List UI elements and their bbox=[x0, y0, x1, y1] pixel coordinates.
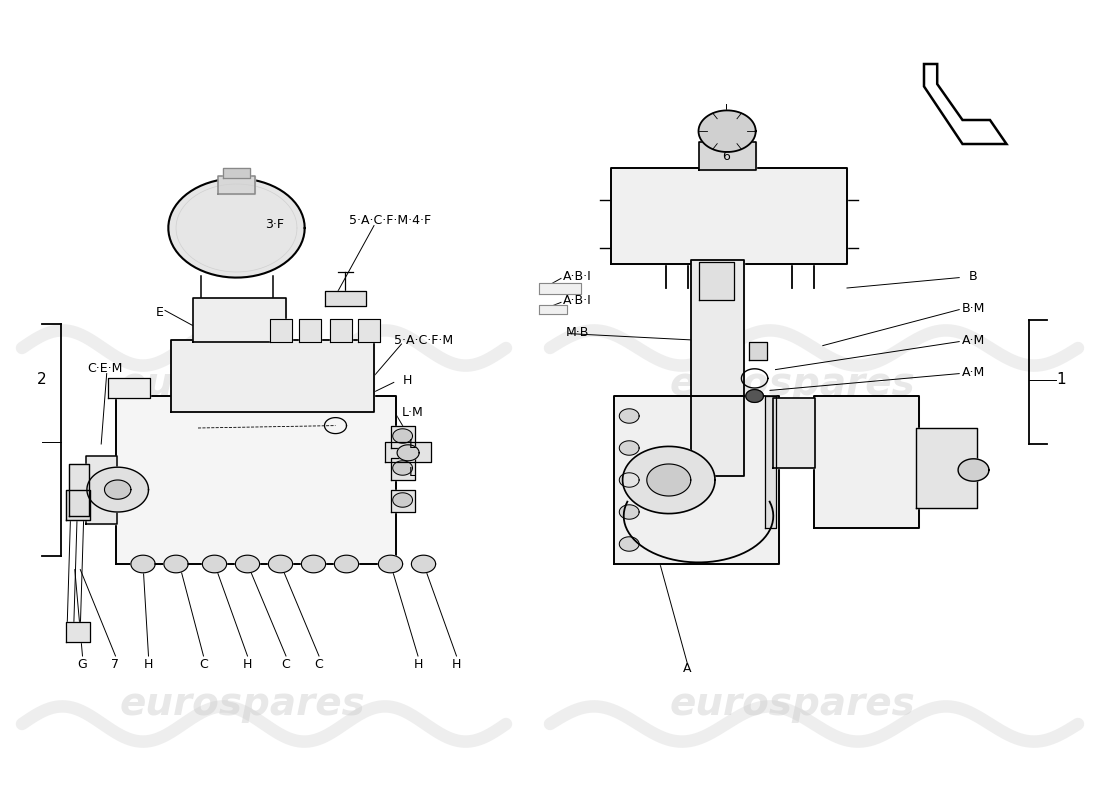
Polygon shape bbox=[69, 464, 89, 516]
Polygon shape bbox=[958, 459, 989, 481]
Polygon shape bbox=[358, 319, 379, 342]
Text: 5·A·C·F·M·4·F: 5·A·C·F·M·4·F bbox=[350, 214, 431, 226]
Polygon shape bbox=[393, 461, 412, 475]
Polygon shape bbox=[131, 555, 155, 573]
Polygon shape bbox=[66, 490, 90, 520]
Polygon shape bbox=[764, 396, 776, 528]
Polygon shape bbox=[223, 168, 250, 178]
Text: eurospares: eurospares bbox=[669, 685, 915, 723]
Text: E: E bbox=[155, 306, 164, 318]
Polygon shape bbox=[334, 555, 359, 573]
Polygon shape bbox=[610, 168, 847, 264]
Polygon shape bbox=[218, 176, 255, 194]
Polygon shape bbox=[623, 446, 715, 514]
Polygon shape bbox=[916, 428, 977, 508]
Polygon shape bbox=[397, 445, 419, 461]
Text: L: L bbox=[409, 466, 416, 478]
Text: C: C bbox=[199, 658, 208, 670]
Text: 2: 2 bbox=[37, 373, 46, 387]
Text: 6: 6 bbox=[722, 150, 730, 162]
Text: A·B·I: A·B·I bbox=[563, 270, 592, 282]
Text: 1: 1 bbox=[1057, 373, 1066, 387]
Text: H: H bbox=[144, 658, 153, 670]
Polygon shape bbox=[619, 505, 639, 519]
Polygon shape bbox=[619, 473, 639, 487]
Polygon shape bbox=[87, 467, 148, 512]
Polygon shape bbox=[393, 493, 412, 507]
Polygon shape bbox=[390, 490, 415, 512]
Polygon shape bbox=[393, 429, 412, 443]
Text: H: H bbox=[414, 658, 422, 670]
Polygon shape bbox=[66, 622, 90, 642]
Polygon shape bbox=[108, 378, 150, 398]
Polygon shape bbox=[192, 298, 286, 342]
Text: G: G bbox=[78, 658, 87, 670]
Polygon shape bbox=[235, 555, 260, 573]
Text: C: C bbox=[315, 658, 323, 670]
Polygon shape bbox=[814, 396, 918, 528]
Text: H: H bbox=[403, 374, 411, 386]
Text: eurospares: eurospares bbox=[119, 365, 365, 403]
Text: L: L bbox=[409, 438, 416, 450]
Polygon shape bbox=[378, 555, 403, 573]
Polygon shape bbox=[924, 64, 1007, 144]
Polygon shape bbox=[86, 456, 117, 524]
Polygon shape bbox=[698, 110, 756, 152]
Polygon shape bbox=[268, 555, 293, 573]
Polygon shape bbox=[698, 142, 756, 170]
Text: eurospares: eurospares bbox=[119, 685, 365, 723]
Text: B: B bbox=[969, 270, 978, 282]
Text: C·E·M: C·E·M bbox=[87, 362, 122, 374]
Text: M·B: M·B bbox=[565, 326, 590, 338]
Text: L·M: L·M bbox=[402, 406, 424, 418]
Polygon shape bbox=[299, 319, 321, 342]
Polygon shape bbox=[749, 342, 767, 360]
Polygon shape bbox=[746, 390, 763, 402]
Text: C: C bbox=[282, 658, 290, 670]
Text: 7: 7 bbox=[111, 658, 120, 670]
Text: A·B·I: A·B·I bbox=[563, 294, 592, 306]
Polygon shape bbox=[647, 464, 691, 496]
Polygon shape bbox=[104, 480, 131, 499]
Polygon shape bbox=[390, 426, 415, 448]
Polygon shape bbox=[170, 340, 374, 412]
Text: A·M: A·M bbox=[961, 366, 986, 378]
Polygon shape bbox=[270, 319, 292, 342]
Polygon shape bbox=[324, 291, 366, 306]
Text: eurospares: eurospares bbox=[669, 365, 915, 403]
Polygon shape bbox=[116, 396, 396, 564]
Polygon shape bbox=[619, 537, 639, 551]
Polygon shape bbox=[301, 555, 326, 573]
Polygon shape bbox=[773, 398, 815, 468]
Text: A·M: A·M bbox=[961, 334, 986, 346]
Polygon shape bbox=[539, 305, 566, 314]
Polygon shape bbox=[619, 441, 639, 455]
Polygon shape bbox=[698, 262, 734, 300]
Text: H: H bbox=[452, 658, 461, 670]
Text: B·M: B·M bbox=[961, 302, 986, 314]
Text: 5·A·C·F·M: 5·A·C·F·M bbox=[394, 334, 453, 346]
Polygon shape bbox=[614, 396, 779, 564]
Text: H: H bbox=[243, 658, 252, 670]
Polygon shape bbox=[168, 178, 305, 278]
Polygon shape bbox=[202, 555, 227, 573]
Text: 3·F: 3·F bbox=[265, 218, 285, 230]
Text: A: A bbox=[683, 662, 692, 674]
Polygon shape bbox=[411, 555, 436, 573]
Polygon shape bbox=[691, 260, 744, 476]
Polygon shape bbox=[385, 442, 431, 462]
Polygon shape bbox=[330, 319, 352, 342]
Polygon shape bbox=[164, 555, 188, 573]
Polygon shape bbox=[619, 409, 639, 423]
Polygon shape bbox=[539, 283, 581, 294]
Polygon shape bbox=[390, 458, 415, 480]
